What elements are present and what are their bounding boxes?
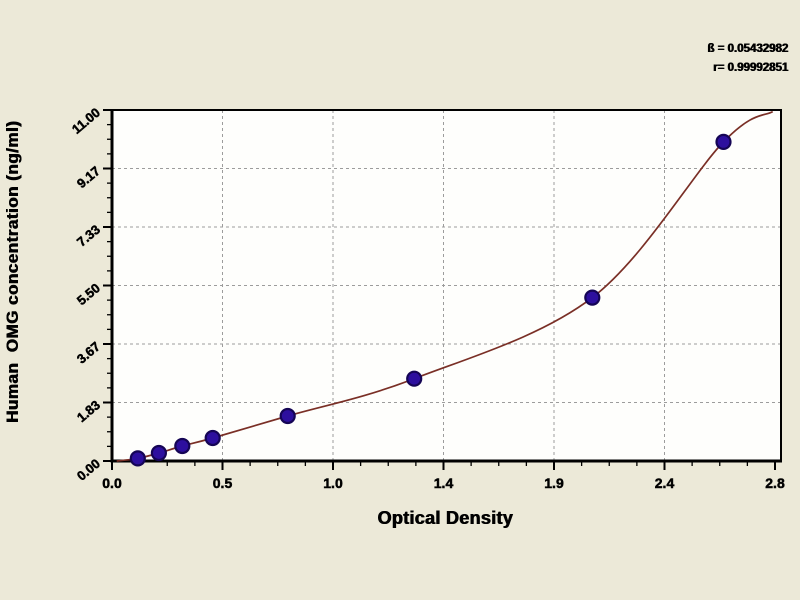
- fit-statistics: ß = 0.05432982 r= 0.99992851: [707, 40, 788, 78]
- x-tick-label: 1.0: [323, 475, 343, 491]
- data-point: [279, 407, 296, 425]
- fit-stat-beta: ß = 0.05432982: [707, 43, 788, 55]
- x-tick-label: 0.0: [102, 475, 122, 491]
- x-tick-label: 1.9: [544, 475, 564, 491]
- y-tick-label: 0.00: [74, 456, 103, 484]
- x-tick-label: 2.8: [765, 475, 785, 491]
- data-point: [204, 429, 221, 447]
- y-tick-label: 11.00: [69, 105, 103, 137]
- data-point: [406, 370, 423, 387]
- data-point: [715, 133, 732, 150]
- y-tick-label: 9.17: [74, 163, 103, 191]
- x-tick-label: 0.5: [213, 475, 233, 491]
- fit-stat-r: r= 0.99992851: [712, 62, 788, 74]
- x-tick-label: 1.4: [434, 475, 454, 491]
- data-point: [174, 437, 191, 455]
- data-point: [584, 289, 601, 306]
- x-tick-label: 2.4: [655, 475, 675, 491]
- y-tick-label: 3.67: [74, 339, 103, 367]
- plot-area-background: [112, 110, 781, 461]
- x-axis-title: Optical Density: [377, 508, 513, 528]
- data-point: [150, 444, 167, 462]
- y-tick-label: 7.33: [74, 222, 103, 250]
- y-tick-label: 5.50: [74, 280, 103, 308]
- y-tick-label: 1.83: [74, 397, 103, 425]
- data-point: [129, 450, 146, 467]
